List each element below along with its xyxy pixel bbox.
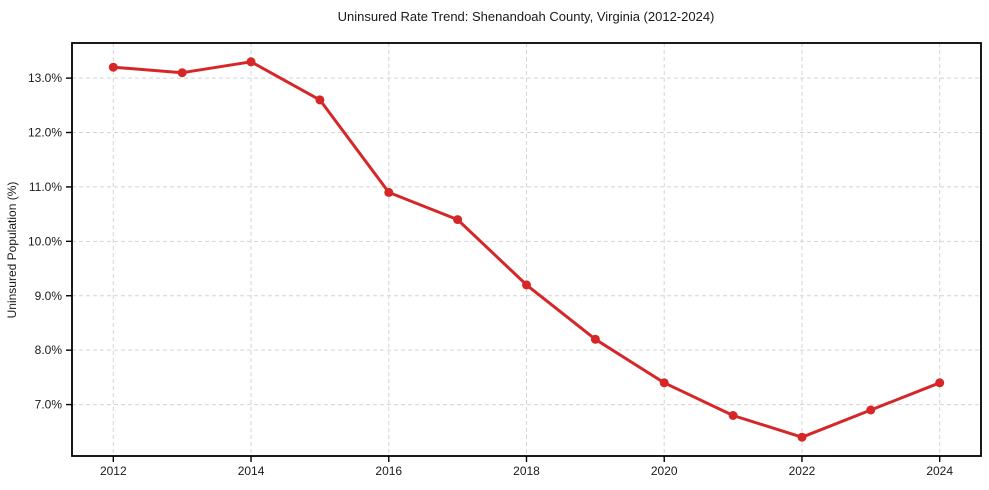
x-tick-label: 2014	[238, 464, 265, 478]
data-point-2020	[659, 378, 669, 388]
trend-series	[108, 57, 945, 442]
x-tick-label: 2018	[513, 464, 540, 478]
x-tick-label: 2012	[100, 464, 127, 478]
grid-lines	[72, 43, 981, 456]
data-point-2016	[384, 187, 394, 197]
data-point-2022	[797, 432, 807, 442]
y-tick-label: 11.0%	[29, 180, 62, 194]
data-point-2019	[590, 334, 600, 344]
x-tick-label: 2022	[789, 464, 816, 478]
data-point-2024	[935, 378, 945, 388]
data-point-2021	[728, 411, 738, 420]
y-tick-label: 12.0%	[28, 126, 62, 140]
chart-title: Uninsured Rate Trend: Shenandoah County,…	[338, 9, 715, 24]
x-tick-label: 2016	[375, 464, 402, 478]
y-tick-label: 9.0%	[35, 289, 63, 303]
y-tick-label: 7.0%	[35, 398, 63, 412]
data-point-2012	[108, 62, 118, 72]
y-tick-label: 8.0%	[35, 343, 63, 357]
axes: 7.0% 8.0% 9.0% 10.0% 11.0% 12.0% 13.0% 2012 2014…	[28, 71, 953, 478]
x-tick-label: 2020	[651, 464, 678, 478]
x-tick-label: 2024	[926, 464, 953, 478]
y-tick-label: 10.0%	[28, 234, 62, 248]
data-point-2018	[522, 280, 531, 290]
data-point-2015	[315, 95, 325, 105]
data-point-2014	[246, 57, 256, 67]
data-point-2017	[453, 215, 463, 225]
y-axis-label: Uninsured Population (%)	[5, 182, 19, 319]
y-tick-label: 13.0%	[28, 71, 62, 85]
data-point-2013	[177, 68, 187, 78]
data-point-2023	[866, 405, 876, 415]
